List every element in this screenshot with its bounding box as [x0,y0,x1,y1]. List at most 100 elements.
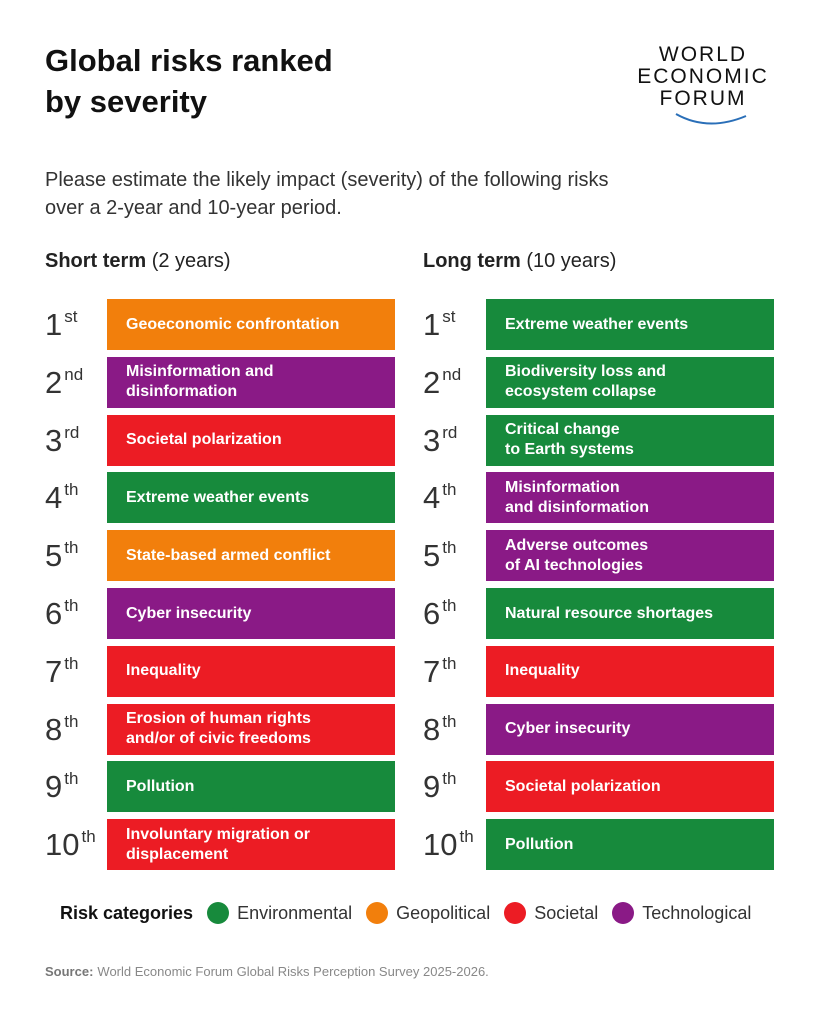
risk-label: Adverse outcomes [505,536,649,554]
risk-box: Societal polarization [107,414,395,466]
risk-label: ecosystem collapse [505,383,657,401]
rank-number: 9 [423,769,441,805]
legend-dot [207,902,230,924]
risk-label: Extreme weather events [505,315,689,333]
risk-box: Misinformation and disinformation [107,356,395,408]
rank-number: 10 [423,827,458,863]
rank-suffix: th [64,538,79,558]
rank-number: 10 [45,827,80,863]
legend-title: Risk categories [60,902,194,923]
risk-label: Misinformation and [126,363,274,381]
rank-suffix: rd [64,422,80,442]
risk-label: Cyber insecurity [126,604,252,622]
risk-label: Inequality [505,662,580,680]
risk-box: Cyber insecurity [486,703,774,755]
legend-label: Environmental [237,902,353,923]
risk-label: and/or of civic freedoms [126,730,311,748]
rank-number: 9 [45,769,63,805]
rank-number: 8 [45,711,63,747]
rank-suffix: st [442,307,456,326]
rank-number: 1 [45,307,63,342]
risk-label: Critical change [505,421,620,439]
risk-label: Involuntary migration or [126,825,311,843]
risk-label: displacement [126,845,229,863]
logo: WORLD ECONOMIC FORUM [628,44,778,135]
risk-label: Cyber insecurity [505,720,631,738]
rank-suffix: th [64,711,79,731]
risk-label: Extreme weather events [126,488,310,506]
source-label: Source: [45,964,94,979]
rank-number: 7 [45,653,63,689]
rank-suffix: th [81,827,96,847]
rank-suffix: th [64,653,79,673]
legend-dot [612,902,635,924]
rank-suffix: th [64,769,79,789]
rank-suffix: th [64,596,79,615]
risk-box: State-based armed conflict [107,530,395,582]
rank-number: 3 [45,422,63,458]
risk-label: Inequality [126,662,201,680]
risk-label: Societal polarization [126,431,282,449]
risk-box: Critical change to Earth systems [486,414,774,466]
heading-period: (2 years) [151,250,231,272]
risk-box: Inequality [107,645,395,697]
rank-suffix: th [442,596,457,615]
risk-label: Pollution [126,777,195,795]
rank-number: 5 [45,538,63,574]
rank-suffix: th [459,827,474,847]
title: Global risks ranked by severity [45,43,333,119]
rank-suffix: st [64,307,78,326]
rank-number: 5 [423,538,441,574]
risk-label: Societal polarization [505,777,661,795]
legend-label: Technological [642,902,752,923]
rank-number: 6 [423,596,441,631]
heading-text: Long term [423,250,521,272]
rank-suffix: th [64,480,79,500]
legend-item: Environmental [207,902,352,924]
risk-label: to Earth systems [505,441,634,459]
heading-period: (10 years) [526,250,617,272]
rank-number: 4 [45,480,63,516]
subtitle: Please estimate the likely impact (sever… [45,169,609,219]
legend-dot [366,902,389,924]
risk-box: Extreme weather events [486,299,774,350]
risk-box: Erosion of human rights and/or of civic f… [107,703,395,755]
logo-line: FORUM [659,87,747,110]
heading-text: Short term [45,250,147,272]
rank-number: 2 [423,364,441,400]
legend-item: Geopolitical [366,902,490,924]
rank-number: 8 [423,711,441,747]
rank-number: 4 [423,480,441,516]
legend-item: Technological [612,902,751,924]
rank-number: 7 [423,653,441,689]
logo-line: ECONOMIC [637,65,769,88]
logo-arc [675,113,747,125]
source-text: World Economic Forum Global Risks Percep… [97,964,489,979]
risk-label: Natural resource shortages [505,604,714,622]
risk-box: Pollution [486,819,774,871]
source: Source: World Economic Forum Global Risks… [45,964,489,979]
risk-box: Natural resource shortages [486,588,774,639]
rank-suffix: th [442,711,457,731]
risk-box: Misinformation and disinformation [486,472,774,524]
rank-number: 6 [45,596,63,631]
legend-dot [504,902,527,924]
risk-box: Involuntary migration or displacement [107,819,395,871]
risk-label: of AI technologies [505,556,644,574]
